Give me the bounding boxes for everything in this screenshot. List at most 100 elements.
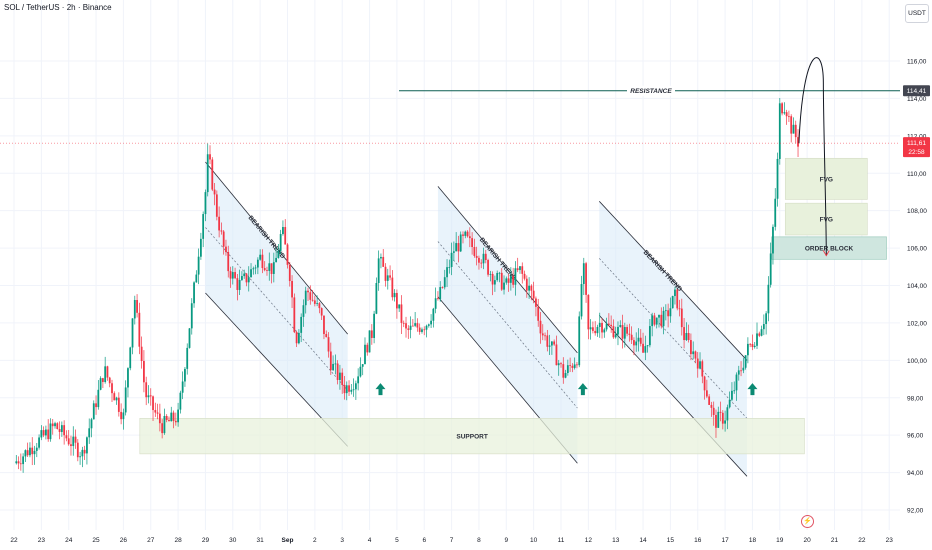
candle-body [345, 385, 348, 394]
candle-body [354, 383, 357, 390]
time-tick-label: 5 [395, 537, 399, 544]
candle-body [211, 159, 214, 190]
candle-body [623, 327, 626, 339]
candle-body [576, 364, 578, 366]
candle-body [719, 411, 722, 413]
candle-body [587, 294, 590, 330]
resistance-price-tag [903, 85, 930, 97]
candle-body [348, 385, 350, 392]
price-tick-label: 114,00 [907, 96, 927, 103]
time-axis[interactable]: 22 23 24 25 26 27 28 29 30 31 Sep 2 3 4 5 6 7 8 9 10 11 12 13 1… [10, 537, 893, 544]
time-tick-label: 25 [92, 537, 100, 544]
support-zone [139, 418, 805, 455]
currency-button[interactable]: USDT [905, 4, 929, 23]
candle-body [222, 231, 225, 247]
candle-body [161, 423, 164, 434]
time-tick-label: 6 [422, 537, 426, 544]
candle-body [667, 310, 670, 317]
candle-body [165, 415, 168, 420]
candle-body [286, 244, 289, 265]
time-tick-label: 29 [202, 537, 210, 544]
candle-body [651, 315, 654, 327]
candle-body [311, 299, 314, 301]
candle-body [797, 137, 799, 147]
candle-body [364, 344, 366, 365]
candle-body [270, 263, 273, 274]
time-tick-label: 10 [530, 537, 538, 544]
candle-body [560, 363, 562, 365]
candle-body [63, 425, 66, 436]
candle-body [491, 273, 494, 285]
candle-body [432, 308, 435, 321]
candle-body [728, 399, 731, 408]
order-block-label: ORDER BLOCK [805, 246, 854, 253]
time-tick-label: 2 [313, 537, 317, 544]
candle-body [254, 267, 257, 269]
price-axis[interactable]: 116,00 114,00 112,00 110,00 108,00 106,00 104,… [903, 59, 930, 515]
candle-body [38, 437, 40, 448]
candle-body [475, 255, 478, 258]
candle-body [487, 260, 489, 275]
candle-body [188, 328, 191, 348]
candle-body [514, 268, 517, 285]
candle-body [213, 189, 216, 195]
candle-body [496, 272, 499, 281]
candle-body [284, 227, 287, 245]
time-tick-label: Sep [282, 537, 294, 544]
candle-body [721, 412, 724, 424]
candle-body [47, 429, 50, 440]
candle-body [683, 327, 685, 341]
candle-body [297, 332, 300, 344]
candle-body [405, 323, 407, 329]
price-tick-label: 102,00 [907, 320, 927, 327]
candle-body [619, 325, 622, 327]
candle-body [550, 341, 553, 346]
candle-body [532, 290, 535, 299]
flash-icon[interactable]: ⚡ [801, 515, 814, 528]
candle-body [186, 347, 189, 369]
candle-body [528, 285, 530, 291]
price-tick-label: 116,00 [907, 59, 927, 66]
candle-body [86, 437, 88, 454]
candle-body [81, 449, 84, 457]
candle-body [393, 292, 396, 298]
candle-body [769, 253, 772, 285]
candle-body [49, 423, 52, 440]
resistance-label-bg [627, 85, 675, 96]
candle-body [127, 368, 129, 388]
candle-body [252, 268, 255, 270]
candle-body [202, 214, 205, 239]
candle-body [120, 411, 123, 420]
candle-body [489, 273, 492, 275]
candle-body [19, 463, 22, 465]
candle-body [197, 256, 200, 275]
candle-body [646, 345, 649, 347]
time-tick-label: 19 [776, 537, 784, 544]
candle-body [765, 313, 768, 325]
candle-body [170, 412, 173, 422]
candle-body [580, 284, 583, 317]
candle-body [268, 263, 271, 271]
candle-body [537, 306, 540, 321]
candle-body [277, 250, 280, 258]
candle-body [585, 263, 587, 295]
candle-body [680, 308, 683, 328]
candle-body [304, 290, 307, 306]
time-tick-label: 28 [174, 537, 182, 544]
candle-body [279, 234, 282, 251]
time-tick-label: 22 [10, 537, 18, 544]
candle-body [300, 316, 303, 333]
candle-body [218, 216, 221, 231]
candle-body [484, 253, 487, 261]
candle-body [434, 298, 437, 309]
candle-body [131, 318, 134, 348]
candle-body [174, 420, 177, 423]
arrow-up-icon [577, 383, 588, 396]
candle-body [231, 272, 234, 279]
candle-body [241, 276, 243, 280]
candle-body [594, 330, 597, 334]
candle-body [690, 340, 692, 355]
candle-body [519, 266, 521, 271]
candle-body [275, 257, 278, 263]
